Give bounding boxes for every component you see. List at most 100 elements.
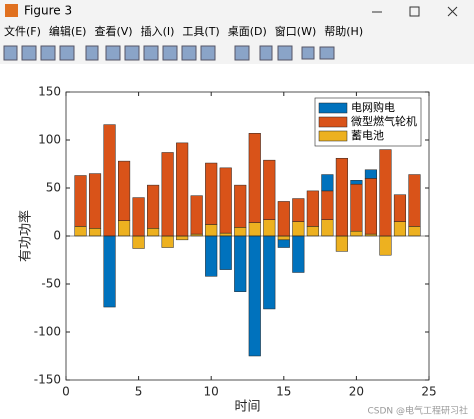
legend-swatch bbox=[318, 102, 348, 114]
tool-datatip[interactable] bbox=[181, 45, 197, 61]
bar-segment bbox=[263, 159, 276, 220]
menu-item[interactable]: 工具(T) bbox=[182, 25, 219, 38]
tool-link[interactable] bbox=[234, 45, 250, 61]
x-axis-label: 时间 bbox=[234, 400, 260, 415]
bar-segment bbox=[205, 235, 218, 277]
bar-segment bbox=[364, 178, 377, 235]
app-icon bbox=[5, 4, 18, 17]
bar-segment bbox=[263, 219, 276, 237]
bar-segment bbox=[88, 173, 102, 229]
bar-segment bbox=[364, 233, 377, 237]
y-tick-label: 150 bbox=[38, 85, 61, 99]
tool-rotate[interactable] bbox=[162, 45, 178, 61]
bar-segment bbox=[306, 226, 319, 237]
maximize-button[interactable] bbox=[409, 6, 420, 17]
bar-segment bbox=[147, 184, 160, 229]
bar-segment bbox=[205, 162, 218, 225]
bar-segment bbox=[277, 201, 290, 237]
bar-segment bbox=[234, 184, 247, 228]
bar-segment bbox=[219, 232, 232, 237]
bar-segment bbox=[132, 235, 145, 249]
bar-segment bbox=[219, 235, 232, 270]
close-button[interactable] bbox=[447, 6, 458, 17]
bar-segment bbox=[248, 222, 261, 237]
tool-pan[interactable] bbox=[143, 45, 159, 61]
legend-label: 微型燃气轮机 bbox=[351, 114, 417, 128]
bar-segment bbox=[74, 175, 87, 227]
tool-legend[interactable] bbox=[277, 45, 293, 61]
x-tick-label: 25 bbox=[421, 385, 436, 399]
bar-segment bbox=[292, 198, 305, 222]
menu-item[interactable]: 窗口(W) bbox=[275, 24, 316, 38]
legend-swatch bbox=[318, 116, 348, 128]
tool-zoom-in[interactable] bbox=[105, 45, 121, 61]
tool-colorbar[interactable] bbox=[259, 45, 273, 61]
tool-save[interactable] bbox=[40, 45, 56, 61]
tool-hide[interactable] bbox=[301, 46, 315, 60]
bar-segment bbox=[147, 228, 160, 237]
bar-segment bbox=[321, 174, 334, 192]
x-tick-label: 5 bbox=[135, 385, 143, 399]
menu-item[interactable]: 帮助(H) bbox=[324, 24, 363, 38]
tool-dock[interactable] bbox=[319, 46, 335, 60]
watermark: CSDN @电气工程研习社 bbox=[367, 405, 468, 417]
menu-item[interactable]: 编辑(E) bbox=[49, 24, 87, 38]
bar-segment bbox=[248, 133, 261, 223]
tool-new[interactable] bbox=[3, 45, 18, 61]
bar-segment bbox=[321, 190, 334, 220]
bar-segment bbox=[132, 197, 145, 237]
bar-segment bbox=[350, 230, 363, 237]
tool-pointer[interactable] bbox=[85, 45, 99, 61]
y-tick-label: -50 bbox=[41, 277, 61, 291]
tool-print[interactable] bbox=[59, 45, 75, 61]
bar-segment bbox=[393, 194, 407, 222]
y-axis-label: 有功功率 bbox=[18, 210, 34, 262]
bar-segment bbox=[161, 152, 174, 237]
y-tick-label: -100 bbox=[34, 325, 61, 339]
menu-item[interactable]: 插入(I) bbox=[141, 24, 175, 38]
bar-segment bbox=[219, 167, 232, 234]
bar-segment bbox=[408, 226, 421, 237]
bar-segment bbox=[350, 180, 363, 185]
menu-bar bbox=[0, 22, 474, 42]
menu-item[interactable]: 桌面(D) bbox=[228, 25, 267, 38]
y-tick-label: 100 bbox=[38, 133, 61, 147]
bar-segment bbox=[335, 235, 348, 252]
bar-segment bbox=[88, 228, 102, 237]
bar-segment bbox=[74, 226, 87, 237]
bar-segment bbox=[176, 235, 189, 241]
bar-segment bbox=[321, 219, 334, 237]
y-tick-label: -150 bbox=[34, 373, 61, 387]
bar-segment bbox=[277, 235, 290, 241]
x-tick-label: 20 bbox=[349, 385, 364, 399]
tool-brush[interactable] bbox=[200, 45, 216, 61]
bar-segment bbox=[190, 233, 203, 237]
bar-segment bbox=[205, 224, 218, 237]
legend-label: 电网购电 bbox=[351, 100, 395, 114]
bar-segment bbox=[234, 235, 247, 292]
bar-segment bbox=[190, 195, 203, 235]
bar-segment bbox=[176, 142, 189, 237]
bar-segment bbox=[161, 235, 174, 248]
menu-item[interactable]: 查看(V) bbox=[94, 24, 132, 38]
bar-segment bbox=[118, 220, 131, 237]
menu-item[interactable]: 文件(F) bbox=[4, 24, 41, 38]
bar-segment bbox=[277, 239, 290, 248]
window-title: Figure 3 bbox=[24, 4, 72, 18]
tool-open[interactable] bbox=[21, 45, 37, 61]
bar-segment bbox=[292, 235, 305, 273]
y-tick-label: 0 bbox=[53, 229, 61, 243]
tool-zoom-out[interactable] bbox=[124, 45, 140, 61]
bar-segment bbox=[306, 190, 319, 227]
bar-segment bbox=[335, 157, 348, 237]
bar-segment bbox=[248, 235, 261, 357]
bar-segment bbox=[118, 160, 131, 221]
bar-segment bbox=[292, 221, 305, 237]
legend-label: 蓄电池 bbox=[351, 129, 384, 142]
bar-segment bbox=[379, 235, 392, 256]
bar-segment bbox=[379, 149, 392, 237]
y-tick-label: 50 bbox=[46, 181, 61, 195]
bar-segment bbox=[393, 221, 407, 237]
toolbar-icons bbox=[3, 45, 335, 61]
